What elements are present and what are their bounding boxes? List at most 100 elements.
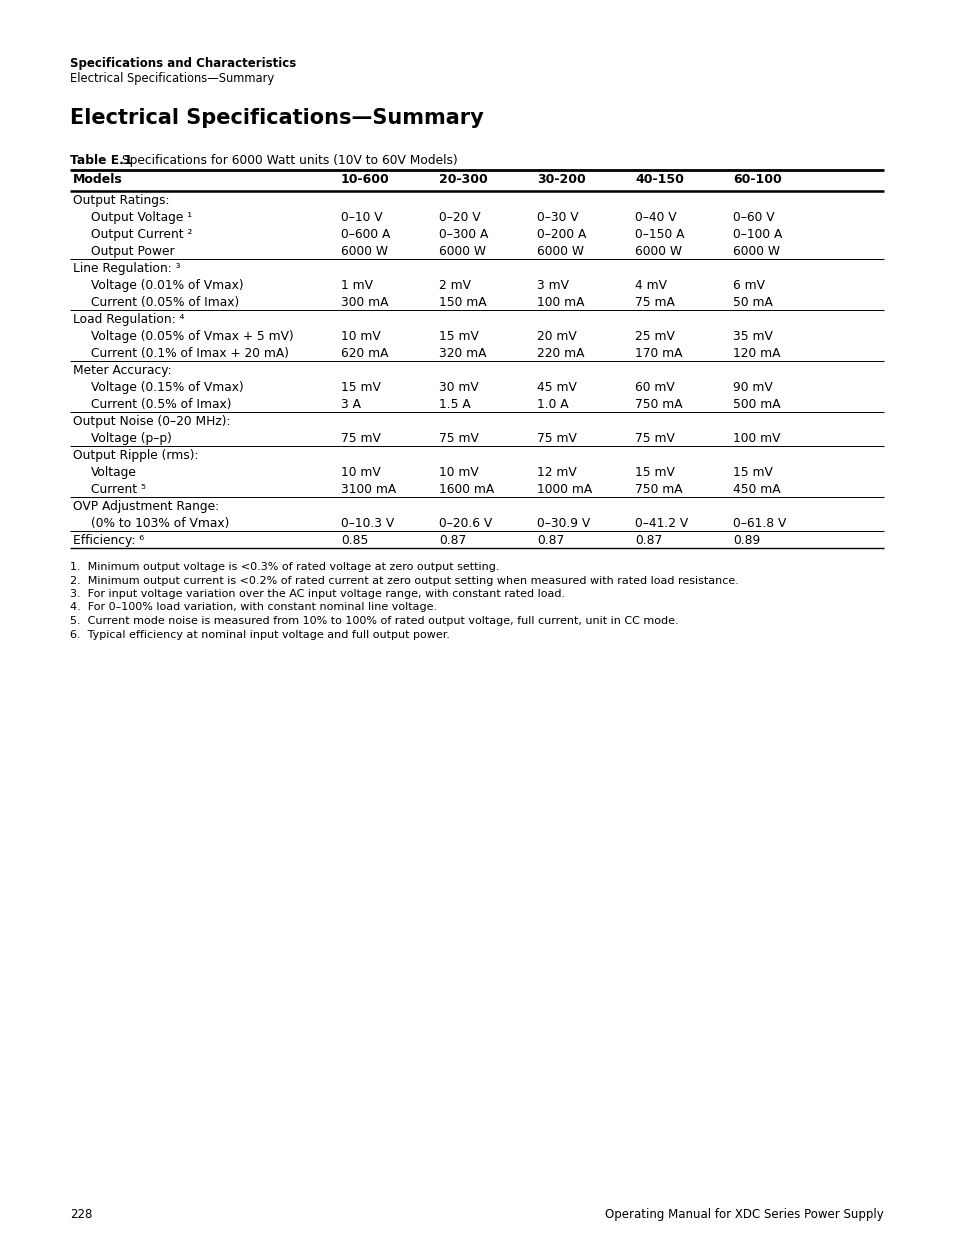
Text: 75 mV: 75 mV bbox=[438, 432, 478, 445]
Text: 10 mV: 10 mV bbox=[438, 466, 478, 479]
Text: 228: 228 bbox=[70, 1208, 92, 1221]
Text: 20-300: 20-300 bbox=[438, 173, 487, 186]
Text: 1000 mA: 1000 mA bbox=[537, 483, 592, 496]
Text: 15 mV: 15 mV bbox=[438, 330, 478, 343]
Text: 150 mA: 150 mA bbox=[438, 296, 486, 309]
Text: 0–20 V: 0–20 V bbox=[438, 211, 480, 224]
Text: 30 mV: 30 mV bbox=[438, 382, 478, 394]
Text: 1.5 A: 1.5 A bbox=[438, 398, 470, 411]
Text: Line Regulation: ³: Line Regulation: ³ bbox=[73, 262, 180, 275]
Text: 50 mA: 50 mA bbox=[732, 296, 772, 309]
Text: 25 mV: 25 mV bbox=[635, 330, 674, 343]
Text: Voltage (0.01% of Vmax): Voltage (0.01% of Vmax) bbox=[91, 279, 243, 291]
Text: Output Voltage ¹: Output Voltage ¹ bbox=[91, 211, 192, 224]
Text: Table E.1: Table E.1 bbox=[70, 154, 132, 167]
Text: 1.  Minimum output voltage is <0.3% of rated voltage at zero output setting.: 1. Minimum output voltage is <0.3% of ra… bbox=[70, 562, 499, 572]
Text: 60-100: 60-100 bbox=[732, 173, 781, 186]
Text: 0.85: 0.85 bbox=[340, 534, 368, 547]
Text: 750 mA: 750 mA bbox=[635, 398, 682, 411]
Text: 0–600 A: 0–600 A bbox=[340, 228, 390, 241]
Text: Output Ripple (rms):: Output Ripple (rms): bbox=[73, 450, 198, 462]
Text: 1600 mA: 1600 mA bbox=[438, 483, 494, 496]
Text: 0–300 A: 0–300 A bbox=[438, 228, 488, 241]
Text: 0–200 A: 0–200 A bbox=[537, 228, 586, 241]
Text: 20 mV: 20 mV bbox=[537, 330, 577, 343]
Text: 75 mV: 75 mV bbox=[537, 432, 577, 445]
Text: 0–60 V: 0–60 V bbox=[732, 211, 774, 224]
Text: 10 mV: 10 mV bbox=[340, 330, 380, 343]
Text: 12 mV: 12 mV bbox=[537, 466, 577, 479]
Text: 10-600: 10-600 bbox=[340, 173, 390, 186]
Text: 300 mA: 300 mA bbox=[340, 296, 388, 309]
Text: Voltage (0.05% of Vmax + 5 mV): Voltage (0.05% of Vmax + 5 mV) bbox=[91, 330, 294, 343]
Text: (0% to 103% of Vmax): (0% to 103% of Vmax) bbox=[91, 517, 229, 530]
Text: 0.87: 0.87 bbox=[537, 534, 563, 547]
Text: 750 mA: 750 mA bbox=[635, 483, 682, 496]
Text: 0.87: 0.87 bbox=[635, 534, 661, 547]
Text: Electrical Specifications—Summary: Electrical Specifications—Summary bbox=[70, 107, 483, 128]
Text: 0–20.6 V: 0–20.6 V bbox=[438, 517, 492, 530]
Text: Voltage (0.15% of Vmax): Voltage (0.15% of Vmax) bbox=[91, 382, 244, 394]
Text: 35 mV: 35 mV bbox=[732, 330, 772, 343]
Text: Electrical Specifications—Summary: Electrical Specifications—Summary bbox=[70, 72, 274, 85]
Text: 6.  Typical efficiency at nominal input voltage and full output power.: 6. Typical efficiency at nominal input v… bbox=[70, 630, 450, 640]
Text: Current (0.5% of Imax): Current (0.5% of Imax) bbox=[91, 398, 232, 411]
Text: 0–150 A: 0–150 A bbox=[635, 228, 684, 241]
Text: 320 mA: 320 mA bbox=[438, 347, 486, 359]
Text: 0–30 V: 0–30 V bbox=[537, 211, 578, 224]
Text: 0–10.3 V: 0–10.3 V bbox=[340, 517, 394, 530]
Text: Specifications for 6000 Watt units (10V to 60V Models): Specifications for 6000 Watt units (10V … bbox=[122, 154, 457, 167]
Text: 220 mA: 220 mA bbox=[537, 347, 584, 359]
Text: 170 mA: 170 mA bbox=[635, 347, 681, 359]
Text: 75 mA: 75 mA bbox=[635, 296, 674, 309]
Text: 75 mV: 75 mV bbox=[340, 432, 380, 445]
Text: Output Power: Output Power bbox=[91, 245, 174, 258]
Text: 450 mA: 450 mA bbox=[732, 483, 780, 496]
Text: 1 mV: 1 mV bbox=[340, 279, 373, 291]
Text: 6000 W: 6000 W bbox=[732, 245, 780, 258]
Text: OVP Adjustment Range:: OVP Adjustment Range: bbox=[73, 500, 219, 513]
Text: 500 mA: 500 mA bbox=[732, 398, 780, 411]
Text: 100 mA: 100 mA bbox=[537, 296, 584, 309]
Text: 90 mV: 90 mV bbox=[732, 382, 772, 394]
Text: Current (0.1% of Imax + 20 mA): Current (0.1% of Imax + 20 mA) bbox=[91, 347, 289, 359]
Text: 2 mV: 2 mV bbox=[438, 279, 471, 291]
Text: 6000 W: 6000 W bbox=[635, 245, 681, 258]
Text: Output Ratings:: Output Ratings: bbox=[73, 194, 170, 207]
Text: 3 mV: 3 mV bbox=[537, 279, 568, 291]
Text: 15 mV: 15 mV bbox=[635, 466, 674, 479]
Text: 15 mV: 15 mV bbox=[340, 382, 380, 394]
Text: 4.  For 0–100% load variation, with constant nominal line voltage.: 4. For 0–100% load variation, with const… bbox=[70, 603, 436, 613]
Text: 0.87: 0.87 bbox=[438, 534, 466, 547]
Text: 0.89: 0.89 bbox=[732, 534, 760, 547]
Text: 0–61.8 V: 0–61.8 V bbox=[732, 517, 785, 530]
Text: Operating Manual for XDC Series Power Supply: Operating Manual for XDC Series Power Su… bbox=[604, 1208, 883, 1221]
Text: 6 mV: 6 mV bbox=[732, 279, 764, 291]
Text: 0–41.2 V: 0–41.2 V bbox=[635, 517, 687, 530]
Text: 0–100 A: 0–100 A bbox=[732, 228, 781, 241]
Text: 6000 W: 6000 W bbox=[340, 245, 388, 258]
Text: 3100 mA: 3100 mA bbox=[340, 483, 395, 496]
Text: 1.0 A: 1.0 A bbox=[537, 398, 568, 411]
Text: 60 mV: 60 mV bbox=[635, 382, 674, 394]
Text: 120 mA: 120 mA bbox=[732, 347, 780, 359]
Text: Current ⁵: Current ⁵ bbox=[91, 483, 146, 496]
Text: 75 mV: 75 mV bbox=[635, 432, 674, 445]
Text: Efficiency: ⁶: Efficiency: ⁶ bbox=[73, 534, 144, 547]
Text: 100 mV: 100 mV bbox=[732, 432, 780, 445]
Text: Current (0.05% of Imax): Current (0.05% of Imax) bbox=[91, 296, 239, 309]
Text: Meter Accuracy:: Meter Accuracy: bbox=[73, 364, 172, 377]
Text: Voltage: Voltage bbox=[91, 466, 136, 479]
Text: 3 A: 3 A bbox=[340, 398, 360, 411]
Text: Models: Models bbox=[73, 173, 123, 186]
Text: Specifications and Characteristics: Specifications and Characteristics bbox=[70, 57, 296, 70]
Text: 15 mV: 15 mV bbox=[732, 466, 772, 479]
Text: 2.  Minimum output current is <0.2% of rated current at zero output setting when: 2. Minimum output current is <0.2% of ra… bbox=[70, 576, 739, 585]
Text: 30-200: 30-200 bbox=[537, 173, 585, 186]
Text: 0–10 V: 0–10 V bbox=[340, 211, 382, 224]
Text: 6000 W: 6000 W bbox=[438, 245, 485, 258]
Text: 0–40 V: 0–40 V bbox=[635, 211, 676, 224]
Text: 5.  Current mode noise is measured from 10% to 100% of rated output voltage, ful: 5. Current mode noise is measured from 1… bbox=[70, 616, 678, 626]
Text: Output Current ²: Output Current ² bbox=[91, 228, 193, 241]
Text: 6000 W: 6000 W bbox=[537, 245, 583, 258]
